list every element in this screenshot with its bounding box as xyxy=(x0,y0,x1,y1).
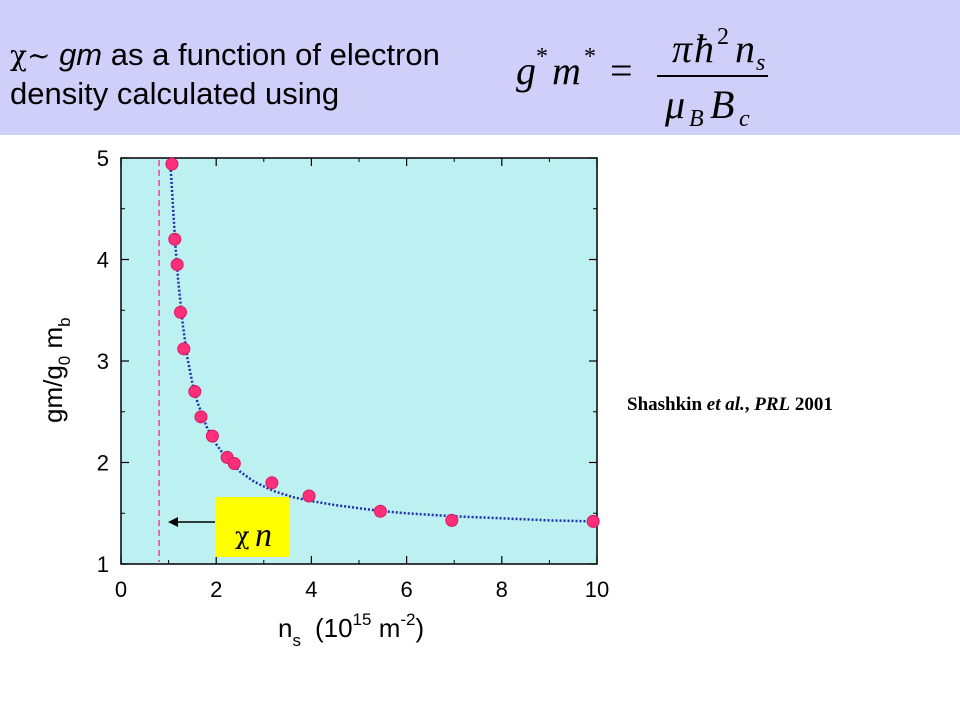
formula-star2: * xyxy=(584,44,596,70)
x-tick-label: 4 xyxy=(305,577,317,602)
formula-exp2: 2 xyxy=(717,24,729,50)
citation-year: 2001 xyxy=(790,394,833,415)
annotation-arrowhead xyxy=(168,517,178,527)
x-tick-label: 0 xyxy=(115,577,127,602)
data-point xyxy=(302,489,316,503)
formula-g: g xyxy=(516,48,536,93)
x-tick-label: 2 xyxy=(210,577,222,602)
data-point xyxy=(170,258,184,272)
y-tick-label: 3 xyxy=(97,349,109,374)
formula-equals: = xyxy=(610,48,633,93)
y-tick-label: 2 xyxy=(97,451,109,476)
formula-mu: μ xyxy=(664,82,685,127)
formula-sub-c: c xyxy=(739,106,750,129)
plot-area xyxy=(120,157,598,565)
formula-m: m xyxy=(552,48,581,93)
formula-n: n xyxy=(735,26,755,71)
citation-journal: PRL xyxy=(754,394,791,415)
citation-authors: Shashkin xyxy=(627,394,707,415)
formula-hbar: ħ xyxy=(694,26,714,71)
n-chi-label: n xyxy=(255,517,272,554)
data-point xyxy=(174,305,187,319)
data-point xyxy=(205,429,219,443)
tick-marks xyxy=(120,157,598,565)
x-tick-label: 10 xyxy=(585,577,609,602)
headline: χ~ gm as a function of electron density … xyxy=(10,36,440,113)
header-banner: χ~ gm as a function of electron density … xyxy=(0,0,960,135)
x-tick-label: 6 xyxy=(400,577,412,602)
n-chi-subscript: χ xyxy=(235,521,250,550)
fit-curve xyxy=(168,157,595,523)
data-points xyxy=(165,157,600,528)
data-point xyxy=(265,476,279,490)
y-tick-label: 4 xyxy=(97,248,109,273)
tilde-symbol: ~ xyxy=(26,39,51,72)
formula-star1: * xyxy=(536,44,548,70)
gm-term: gm xyxy=(59,37,103,72)
data-point xyxy=(188,384,202,398)
formula-bigb: B xyxy=(710,82,734,127)
data-point xyxy=(194,410,208,424)
y-tick-label: 5 xyxy=(97,146,109,171)
data-point xyxy=(177,342,191,356)
formula-sub-b: B xyxy=(689,106,704,129)
chi-symbol: χ xyxy=(10,39,27,72)
data-point xyxy=(168,232,182,246)
data-point xyxy=(445,513,459,527)
citation-etal: et al. xyxy=(706,394,745,415)
data-point xyxy=(227,457,241,471)
data-point xyxy=(165,157,179,171)
formula-pi: π xyxy=(672,26,693,71)
citation: Shashkin et al., PRL 2001 xyxy=(627,394,833,416)
formula-sub-s: s xyxy=(756,50,765,76)
headline-line1-rest: as a function of electron xyxy=(102,37,440,72)
data-point xyxy=(373,504,387,518)
y-axis-label: gm/g0 mb xyxy=(38,317,74,423)
x-axis-label: ns (1015 m-2) xyxy=(278,610,424,650)
citation-sep: , xyxy=(744,394,755,415)
formula: g * m * = π ħ 2 n s μ B B c xyxy=(516,24,768,129)
data-point xyxy=(586,514,600,528)
headline-line2: density calculated using xyxy=(10,76,340,111)
x-tick-label: 8 xyxy=(496,577,508,602)
y-tick-label: 1 xyxy=(97,552,109,577)
